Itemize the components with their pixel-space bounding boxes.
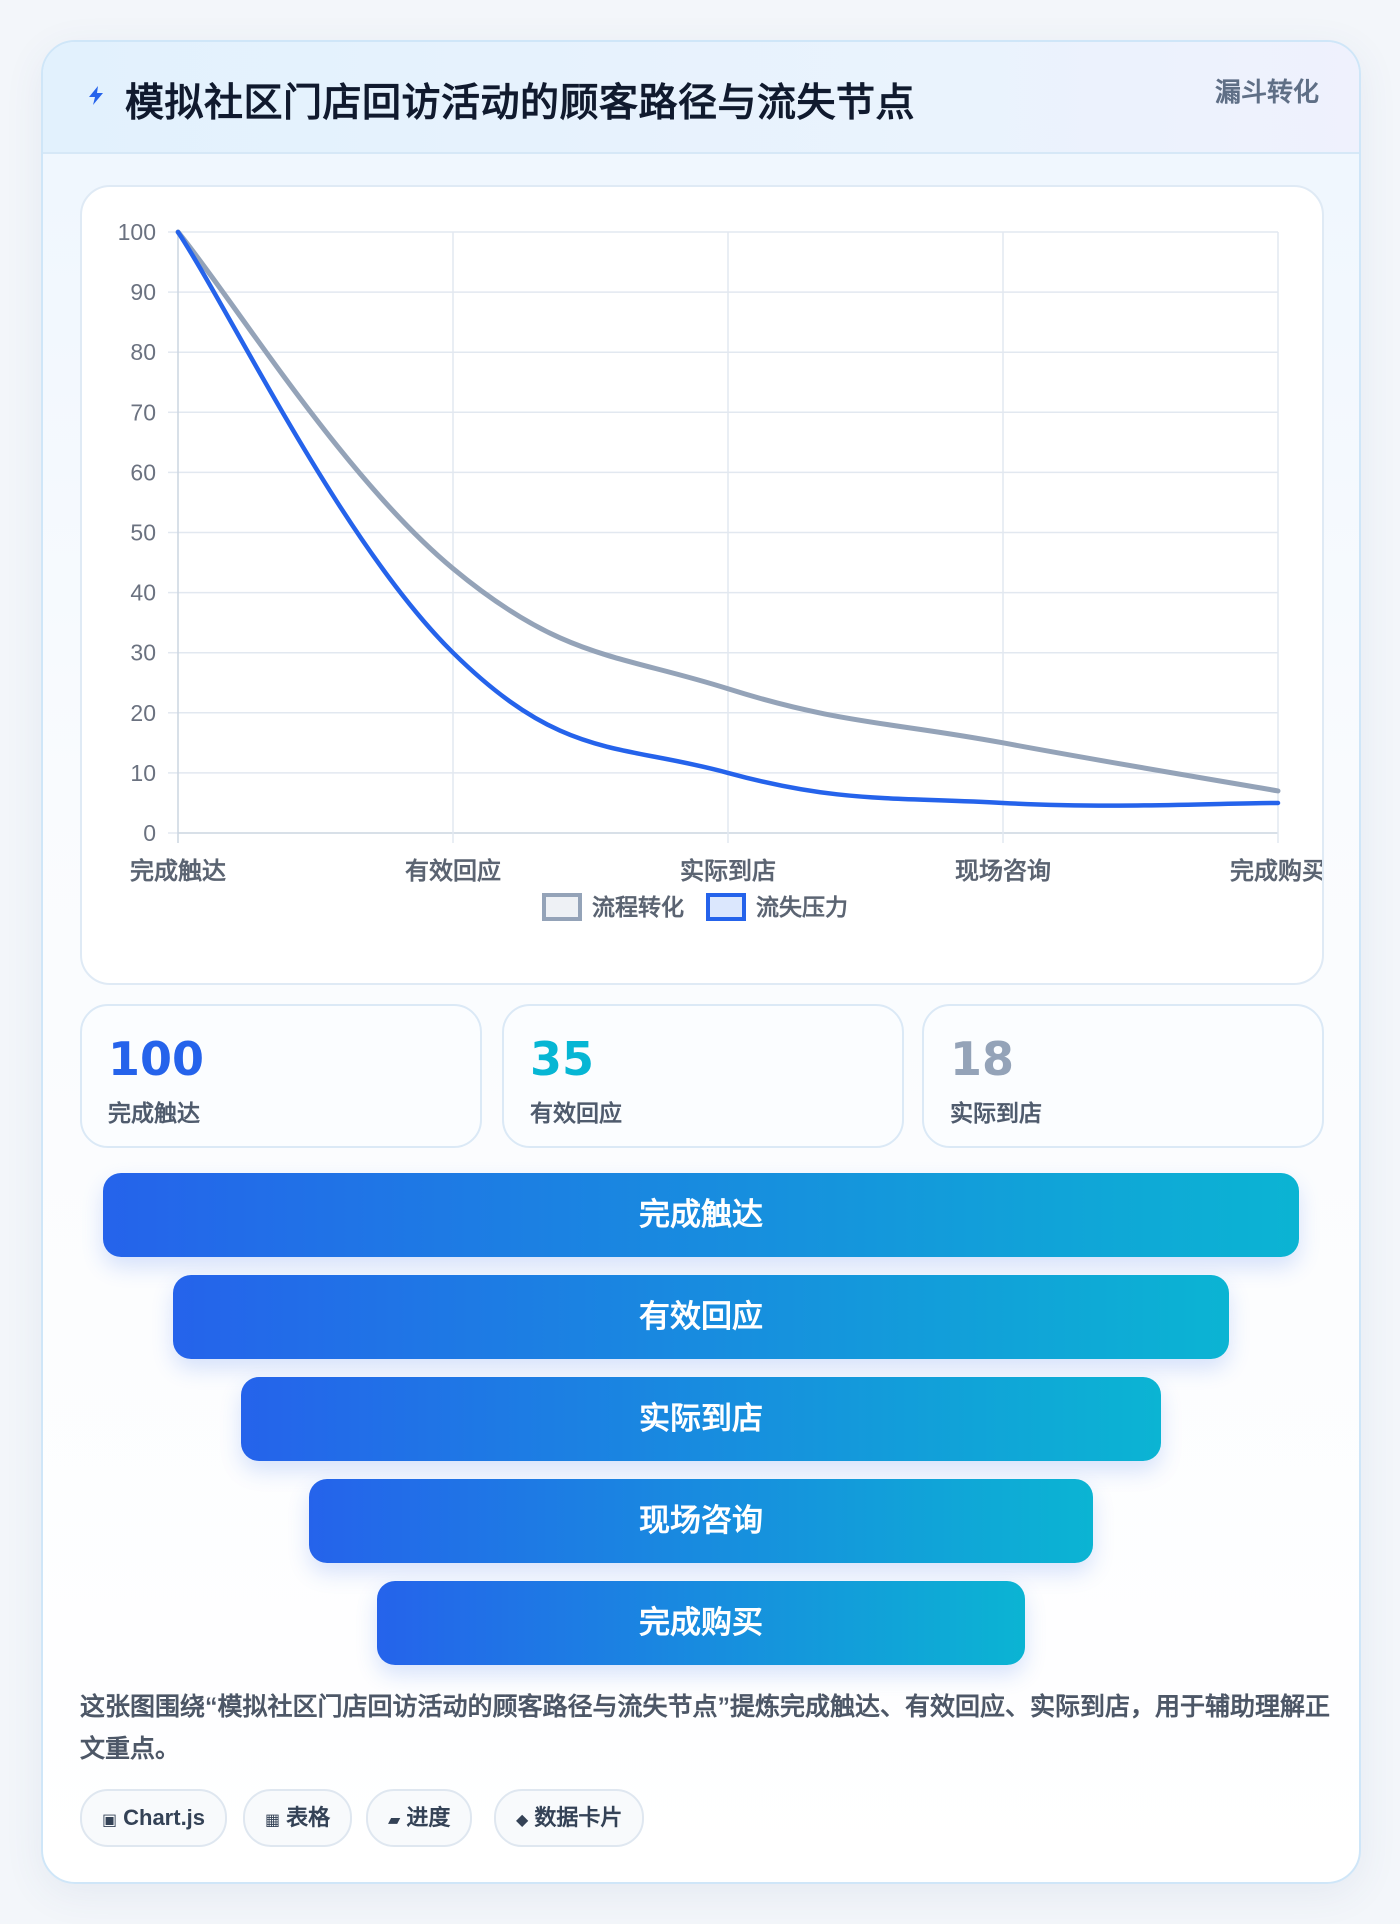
stat-label: 完成触达 <box>108 1100 200 1126</box>
y-tick-label: 70 <box>130 399 156 425</box>
chip-chartjs[interactable]: ▣ Chart.js <box>80 1789 228 1847</box>
legend-item-loss-swatch <box>706 893 746 921</box>
stat-label: 实际到店 <box>950 1100 1042 1126</box>
chip-label: Chart.js <box>123 1805 206 1830</box>
data-card-icon: ◆ <box>516 1812 529 1829</box>
chip-table[interactable]: ▦ 表格 <box>243 1789 353 1847</box>
stat-label: 有效回应 <box>530 1100 622 1126</box>
y-tick-label: 80 <box>130 339 156 365</box>
page-title: 模拟社区门店回访活动的顾客路径与流失节点 <box>125 82 916 125</box>
line-chart-panel: 0 10 20 30 40 50 60 70 80 90 100 完成触达 有效回应 实际到店 现场咨询 完成… <box>80 185 1324 985</box>
line-chart: 0 10 20 30 40 50 60 70 80 90 100 完成触达 有效回应 实际到店 现场咨询 完成… <box>118 219 1322 921</box>
x-tick-label: 完成购买 <box>1230 857 1322 885</box>
funnel-stage-purchase: 完成购买 <box>377 1581 1025 1665</box>
legend-item-conversion-label: 流程转化 <box>592 894 684 920</box>
x-tick-label: 完成触达 <box>130 857 226 885</box>
y-tick-label: 30 <box>130 640 156 666</box>
stat-value: 35 <box>530 1032 595 1086</box>
funnel-stage-reach: 完成触达 <box>103 1173 1299 1257</box>
funnel-stage-response: 有效回应 <box>173 1275 1229 1359</box>
chart-card: 模拟社区门店回访活动的顾客路径与流失节点 漏斗转化 0 10 20 30 40 50 60 7… <box>41 40 1361 1884</box>
series-line-conversion <box>175 229 1281 794</box>
chart-icon: ▣ <box>102 1812 118 1829</box>
card-header: 模拟社区门店回访活动的顾客路径与流失节点 漏斗转化 <box>43 42 1359 154</box>
table-icon: ▦ <box>265 1812 281 1829</box>
chip-label: 进度 <box>406 1805 451 1830</box>
legend-item-conversion-swatch <box>542 893 582 921</box>
x-tick-label: 实际到店 <box>680 857 776 885</box>
chip-label: 数据卡片 <box>534 1805 623 1830</box>
stat-card-response: 35 有效回应 <box>502 1004 904 1148</box>
chart-type-tag: 漏斗转化 <box>1214 77 1319 107</box>
x-tick-label: 现场咨询 <box>955 858 1051 885</box>
chart-description: 这张图围绕“模拟社区门店回访活动的顾客路径与流失节点”提炼完成触达、有效回应、实… <box>80 1693 1331 1763</box>
stat-card-reach: 100 完成触达 <box>80 1004 482 1148</box>
x-tick-label: 有效回应 <box>405 857 501 885</box>
y-tick-label: 0 <box>143 820 156 846</box>
stat-value: 100 <box>108 1032 205 1086</box>
series-line-loss <box>175 229 1281 808</box>
y-tick-label: 10 <box>130 760 156 786</box>
y-tick-label: 90 <box>130 279 156 305</box>
legend-item-loss-label: 流失压力 <box>756 894 848 920</box>
progress-icon: ▰ <box>388 1812 401 1829</box>
funnel-stage-consult: 现场咨询 <box>309 1479 1093 1563</box>
funnel-stage-visit: 实际到店 <box>241 1377 1161 1461</box>
lightning-icon <box>89 86 103 105</box>
chip-progress[interactable]: ▰ 进度 <box>366 1789 473 1847</box>
chip-label: 表格 <box>286 1805 331 1830</box>
y-tick-label: 40 <box>130 580 156 606</box>
y-tick-label: 100 <box>118 219 156 245</box>
stat-card-visit: 18 实际到店 <box>922 1004 1324 1148</box>
y-tick-label: 60 <box>130 459 156 485</box>
y-tick-label: 50 <box>130 520 156 546</box>
y-tick-label: 20 <box>130 700 156 726</box>
stat-value: 18 <box>950 1032 1015 1086</box>
chip-data-card[interactable]: ◆ 数据卡片 <box>494 1789 645 1847</box>
